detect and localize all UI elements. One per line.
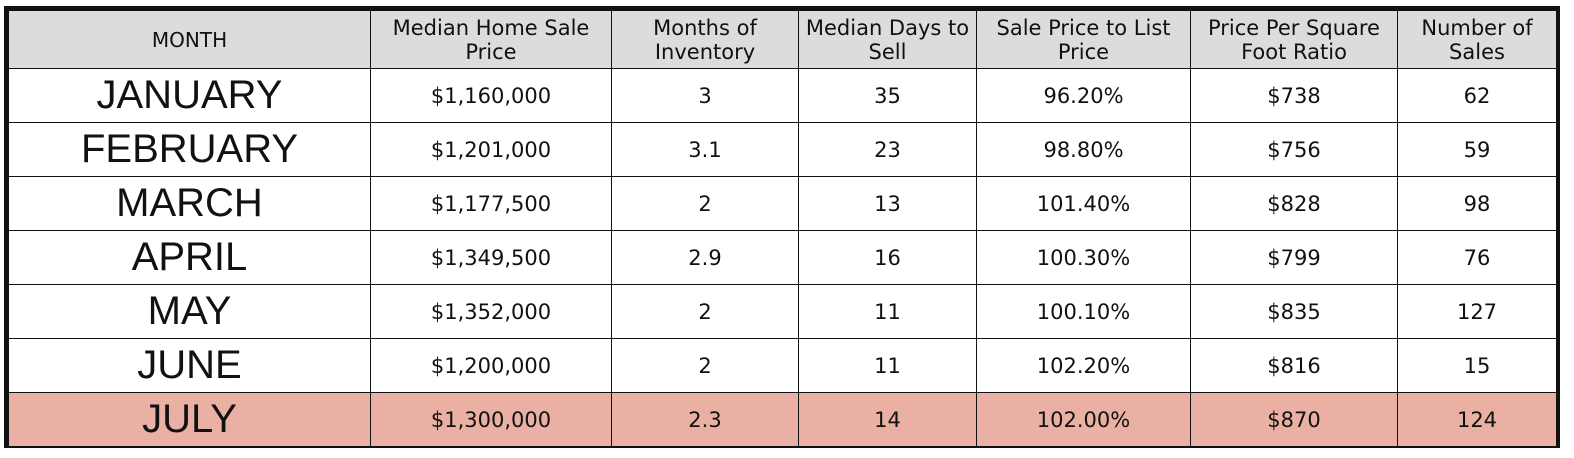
table-row: JANUARY $1,160,000 3 35 96.20% $738 62 — [8, 68, 1557, 123]
number-of-sales-cell: 15 — [1397, 338, 1557, 393]
month-cell: JANUARY — [8, 68, 371, 123]
month-cell: APRIL — [8, 230, 371, 285]
price-per-sqft-cell: $738 — [1190, 68, 1398, 123]
days-to-sell-cell: 11 — [798, 338, 977, 393]
median-price-cell: $1,201,000 — [370, 122, 612, 177]
number-of-sales-cell: 62 — [1397, 68, 1557, 123]
table-header-row: MONTH Median Home Sale Price Months of I… — [8, 10, 1557, 69]
month-cell: MARCH — [8, 176, 371, 231]
inventory-cell: 2 — [611, 338, 799, 393]
sale-to-list-cell: 101.40% — [976, 176, 1191, 231]
sale-to-list-cell: 102.20% — [976, 338, 1191, 393]
sale-to-list-cell: 100.30% — [976, 230, 1191, 285]
price-per-sqft-cell: $870 — [1190, 392, 1398, 447]
median-price-cell: $1,352,000 — [370, 284, 612, 339]
days-to-sell-cell: 13 — [798, 176, 977, 231]
median-price-cell: $1,160,000 — [370, 68, 612, 123]
column-header-price-per-sqft: Price Per Square Foot Ratio — [1190, 10, 1398, 69]
median-price-cell: $1,177,500 — [370, 176, 612, 231]
median-price-cell: $1,300,000 — [370, 392, 612, 447]
column-header-days-to-sell: Median Days to Sell — [798, 10, 977, 69]
inventory-cell: 2 — [611, 284, 799, 339]
month-cell: MAY — [8, 284, 371, 339]
price-per-sqft-cell: $835 — [1190, 284, 1398, 339]
number-of-sales-cell: 76 — [1397, 230, 1557, 285]
table-row: APRIL $1,349,500 2.9 16 100.30% $799 76 — [8, 230, 1557, 285]
price-per-sqft-cell: $756 — [1190, 122, 1398, 177]
inventory-cell: 2 — [611, 176, 799, 231]
column-header-inventory: Months of Inventory — [611, 10, 799, 69]
data-table-frame: MONTH Median Home Sale Price Months of I… — [4, 6, 1560, 448]
column-header-median-price: Median Home Sale Price — [370, 10, 612, 69]
number-of-sales-cell: 127 — [1397, 284, 1557, 339]
column-header-number-of-sales: Number of Sales — [1397, 10, 1557, 69]
price-per-sqft-cell: $816 — [1190, 338, 1398, 393]
table-row-highlighted: JULY $1,300,000 2.3 14 102.00% $870 124 — [8, 392, 1557, 447]
sale-to-list-cell: 100.10% — [976, 284, 1191, 339]
inventory-cell: 2.3 — [611, 392, 799, 447]
column-header-month: MONTH — [8, 10, 371, 69]
days-to-sell-cell: 35 — [798, 68, 977, 123]
month-cell: FEBRUARY — [8, 122, 371, 177]
table-row: JUNE $1,200,000 2 11 102.20% $816 15 — [8, 338, 1557, 393]
number-of-sales-cell: 98 — [1397, 176, 1557, 231]
days-to-sell-cell: 23 — [798, 122, 977, 177]
month-cell: JULY — [8, 392, 371, 447]
table-row: MAY $1,352,000 2 11 100.10% $835 127 — [8, 284, 1557, 339]
days-to-sell-cell: 16 — [798, 230, 977, 285]
days-to-sell-cell: 11 — [798, 284, 977, 339]
inventory-cell: 3 — [611, 68, 799, 123]
price-per-sqft-cell: $799 — [1190, 230, 1398, 285]
table-row: FEBRUARY $1,201,000 3.1 23 98.80% $756 5… — [8, 122, 1557, 177]
number-of-sales-cell: 124 — [1397, 392, 1557, 447]
sale-to-list-cell: 102.00% — [976, 392, 1191, 447]
inventory-cell: 2.9 — [611, 230, 799, 285]
median-price-cell: $1,200,000 — [370, 338, 612, 393]
number-of-sales-cell: 59 — [1397, 122, 1557, 177]
sale-to-list-cell: 96.20% — [976, 68, 1191, 123]
table-row: MARCH $1,177,500 2 13 101.40% $828 98 — [8, 176, 1557, 231]
inventory-cell: 3.1 — [611, 122, 799, 177]
sale-to-list-cell: 98.80% — [976, 122, 1191, 177]
month-cell: JUNE — [8, 338, 371, 393]
median-price-cell: $1,349,500 — [370, 230, 612, 285]
price-per-sqft-cell: $828 — [1190, 176, 1398, 231]
days-to-sell-cell: 14 — [798, 392, 977, 447]
monthly-sales-table: MONTH Median Home Sale Price Months of I… — [8, 10, 1557, 447]
column-header-sale-to-list: Sale Price to List Price — [976, 10, 1191, 69]
